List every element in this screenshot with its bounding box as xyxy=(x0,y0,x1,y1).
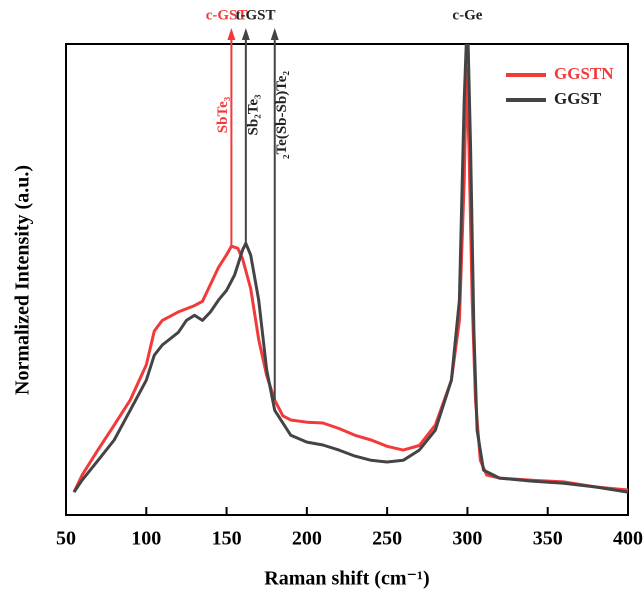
band-label: ₂Te(Sb-Sb)Te₂ xyxy=(274,71,290,159)
top-label: c-Ge xyxy=(452,7,482,23)
x-tick-label: 50 xyxy=(56,528,76,550)
legend-label: GGSTN xyxy=(554,64,614,83)
band-label: SbTe₃ xyxy=(215,96,231,133)
plot-frame xyxy=(65,43,629,516)
band-label: Sb₂Te₃ xyxy=(245,94,261,135)
top-label: c-GST xyxy=(206,7,248,23)
y-axis-label: Normalized Intensity (a.u.) xyxy=(12,165,34,395)
legend-label: GGST xyxy=(554,89,602,108)
x-tick-label: 150 xyxy=(212,528,242,550)
x-tick-label: 350 xyxy=(533,528,563,550)
top-label: t-GST xyxy=(235,7,275,23)
x-axis-label: Raman shift (cm⁻¹) xyxy=(264,568,429,590)
x-tick-label: 200 xyxy=(292,528,322,550)
series-line xyxy=(72,66,628,493)
series-group xyxy=(72,44,628,494)
reference-arrow xyxy=(241,28,250,40)
x-tick-label: 100 xyxy=(131,528,161,550)
series-line xyxy=(72,44,628,494)
reference-arrow xyxy=(227,28,236,40)
x-tick-label: 250 xyxy=(372,528,402,550)
reference-arrow xyxy=(270,28,279,40)
x-tick-label: 400 xyxy=(613,528,643,550)
x-tick-label: 300 xyxy=(452,528,482,550)
